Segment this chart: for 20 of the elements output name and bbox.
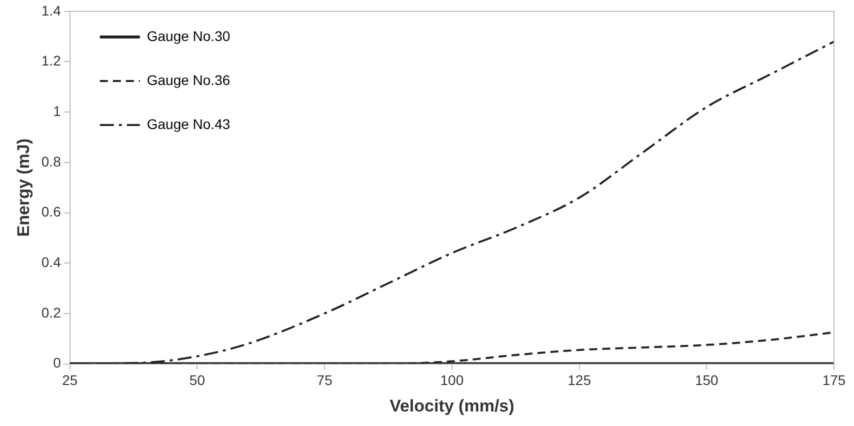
y-tick-label: 0 <box>53 354 62 371</box>
x-tick-label: 125 <box>568 372 592 388</box>
y-tick-label: 0.8 <box>41 153 62 170</box>
y-axis-title: Energy (mJ) <box>14 138 33 237</box>
x-tick-label: 175 <box>822 372 846 388</box>
y-tick-label: 1.4 <box>41 2 62 18</box>
x-tick-label: 150 <box>694 372 719 388</box>
y-tick-label: 1.2 <box>41 52 62 69</box>
x-axis-title: Velocity (mm/s) <box>390 396 514 416</box>
y-tick-label: 0.2 <box>41 304 62 320</box>
x-tick-label: 75 <box>316 372 333 388</box>
x-tick-label: 25 <box>62 372 78 388</box>
legend-label: Gauge No.43 <box>146 116 230 132</box>
legend-label: Gauge No.36 <box>146 72 230 88</box>
y-tick-label: 0.6 <box>41 204 62 220</box>
x-tick-label: 100 <box>440 372 464 388</box>
y-tick-label: 0.4 <box>41 254 62 270</box>
y-tick-label: 1 <box>53 102 62 119</box>
legend-label: Gauge No.30 <box>146 28 230 44</box>
x-tick-label: 50 <box>189 372 206 388</box>
